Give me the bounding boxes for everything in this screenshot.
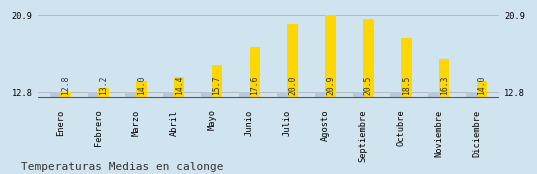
Bar xyxy=(174,77,185,97)
Text: 14.0: 14.0 xyxy=(137,76,146,95)
Text: 16.3: 16.3 xyxy=(440,76,448,95)
Bar xyxy=(428,92,439,97)
Text: 20.5: 20.5 xyxy=(364,76,373,95)
Bar xyxy=(201,92,212,97)
Bar xyxy=(136,81,147,97)
Bar xyxy=(466,92,477,97)
Bar xyxy=(363,19,374,97)
Bar xyxy=(315,92,325,97)
Bar xyxy=(126,92,136,97)
Text: 14.4: 14.4 xyxy=(175,76,184,95)
Bar xyxy=(390,92,401,97)
Bar xyxy=(325,15,336,97)
Bar xyxy=(287,24,298,97)
Bar xyxy=(352,92,363,97)
Bar xyxy=(60,92,71,97)
Text: 18.5: 18.5 xyxy=(402,76,411,95)
Text: 17.6: 17.6 xyxy=(250,76,259,95)
Text: 20.9: 20.9 xyxy=(326,76,335,95)
Bar xyxy=(401,38,411,97)
Bar xyxy=(277,92,287,97)
Text: 20.0: 20.0 xyxy=(288,76,297,95)
Bar xyxy=(477,81,487,97)
Text: 14.0: 14.0 xyxy=(477,76,487,95)
Bar xyxy=(98,88,109,97)
Bar xyxy=(239,92,250,97)
Bar xyxy=(163,92,174,97)
Bar xyxy=(212,65,222,97)
Bar xyxy=(50,92,60,97)
Bar xyxy=(250,47,260,97)
Text: 13.2: 13.2 xyxy=(99,76,108,95)
Text: 15.7: 15.7 xyxy=(213,76,222,95)
Text: Temperaturas Medias en calonge: Temperaturas Medias en calonge xyxy=(21,162,224,172)
Text: 12.8: 12.8 xyxy=(61,76,70,95)
Bar xyxy=(439,59,449,97)
Bar xyxy=(88,92,98,97)
